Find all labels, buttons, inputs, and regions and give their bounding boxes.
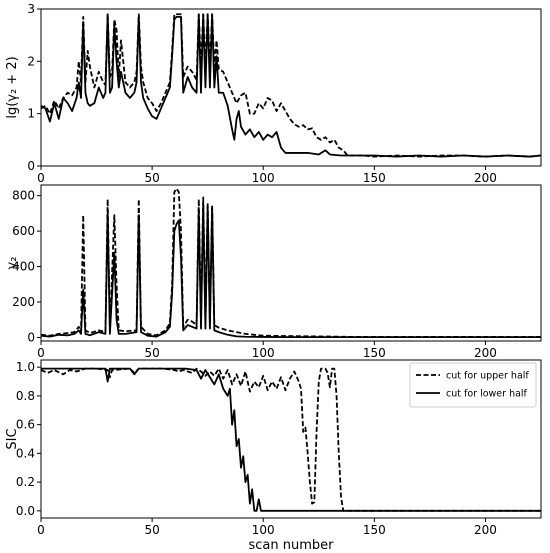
x-tick-label: 150 [363, 523, 386, 537]
x-tick-label: 100 [252, 171, 275, 185]
y-axis-label: lg(γ₂ + 2) [5, 56, 20, 118]
y-tick-label: 1.0 [16, 360, 35, 374]
x-axis-label: scan number [249, 538, 335, 553]
panel-bottom: 0 50 100 150 200 0.0 0.2 0.4 0.6 0.8 1.0 SIC scan nu… [5, 359, 542, 553]
x-tick-label: 50 [144, 171, 159, 185]
x-tick-label: 50 [144, 346, 159, 360]
y-tick-label: 600 [12, 224, 35, 238]
y-tick-label: 400 [12, 260, 35, 274]
x-tick-label: 200 [474, 523, 497, 537]
x-tick-label: 0 [37, 346, 45, 360]
y-tick-label: 1 [27, 107, 35, 121]
series-line-solid [41, 367, 541, 512]
x-tick-label: 100 [252, 346, 275, 360]
y-tick-label: 0.8 [16, 389, 35, 403]
y-tick-label: 0 [27, 330, 35, 344]
panel-middle: 0 50 100 150 200 0 200 400 600 800 γ₂ [5, 184, 542, 360]
legend-box [409, 362, 537, 408]
axes-frame [40, 184, 542, 342]
x-tick-label: 200 [474, 171, 497, 185]
panel-top: 0 50 100 150 200 0 1 2 3 lg(γ₂ + 2) [5, 2, 542, 185]
y-tick-label: 0 [27, 159, 35, 173]
y-axis-label: γ₂ [5, 257, 20, 270]
y-tick-label: 0.6 [16, 418, 35, 432]
series-line-solid [41, 201, 541, 338]
series-line-solid [41, 13, 541, 158]
x-tick-label: 100 [252, 523, 275, 537]
x-tick-label: 150 [363, 346, 386, 360]
y-axis-label: SIC [5, 428, 20, 449]
y-tick-label: 800 [12, 189, 35, 203]
y-tick-label: 0.2 [16, 475, 35, 489]
legend-entry: cut for lower half [446, 389, 528, 400]
x-tick-label: 0 [37, 171, 45, 185]
y-tick-label: 0.4 [16, 446, 35, 460]
y-tick-label: 3 [27, 2, 35, 16]
y-tick-label: 0.0 [16, 504, 35, 518]
x-tick-label: 150 [363, 171, 386, 185]
x-tick-label: 50 [144, 523, 159, 537]
axes-frame [40, 8, 542, 167]
x-tick-label: 200 [474, 346, 497, 360]
y-tick-label: 2 [27, 54, 35, 68]
y-tick-label: 200 [12, 295, 35, 309]
x-tick-label: 0 [37, 523, 45, 537]
series-line-dashed [41, 187, 541, 338]
series-line-dashed [41, 13, 541, 158]
axes-frame [40, 359, 542, 519]
legend-entry: cut for upper half [446, 371, 529, 382]
